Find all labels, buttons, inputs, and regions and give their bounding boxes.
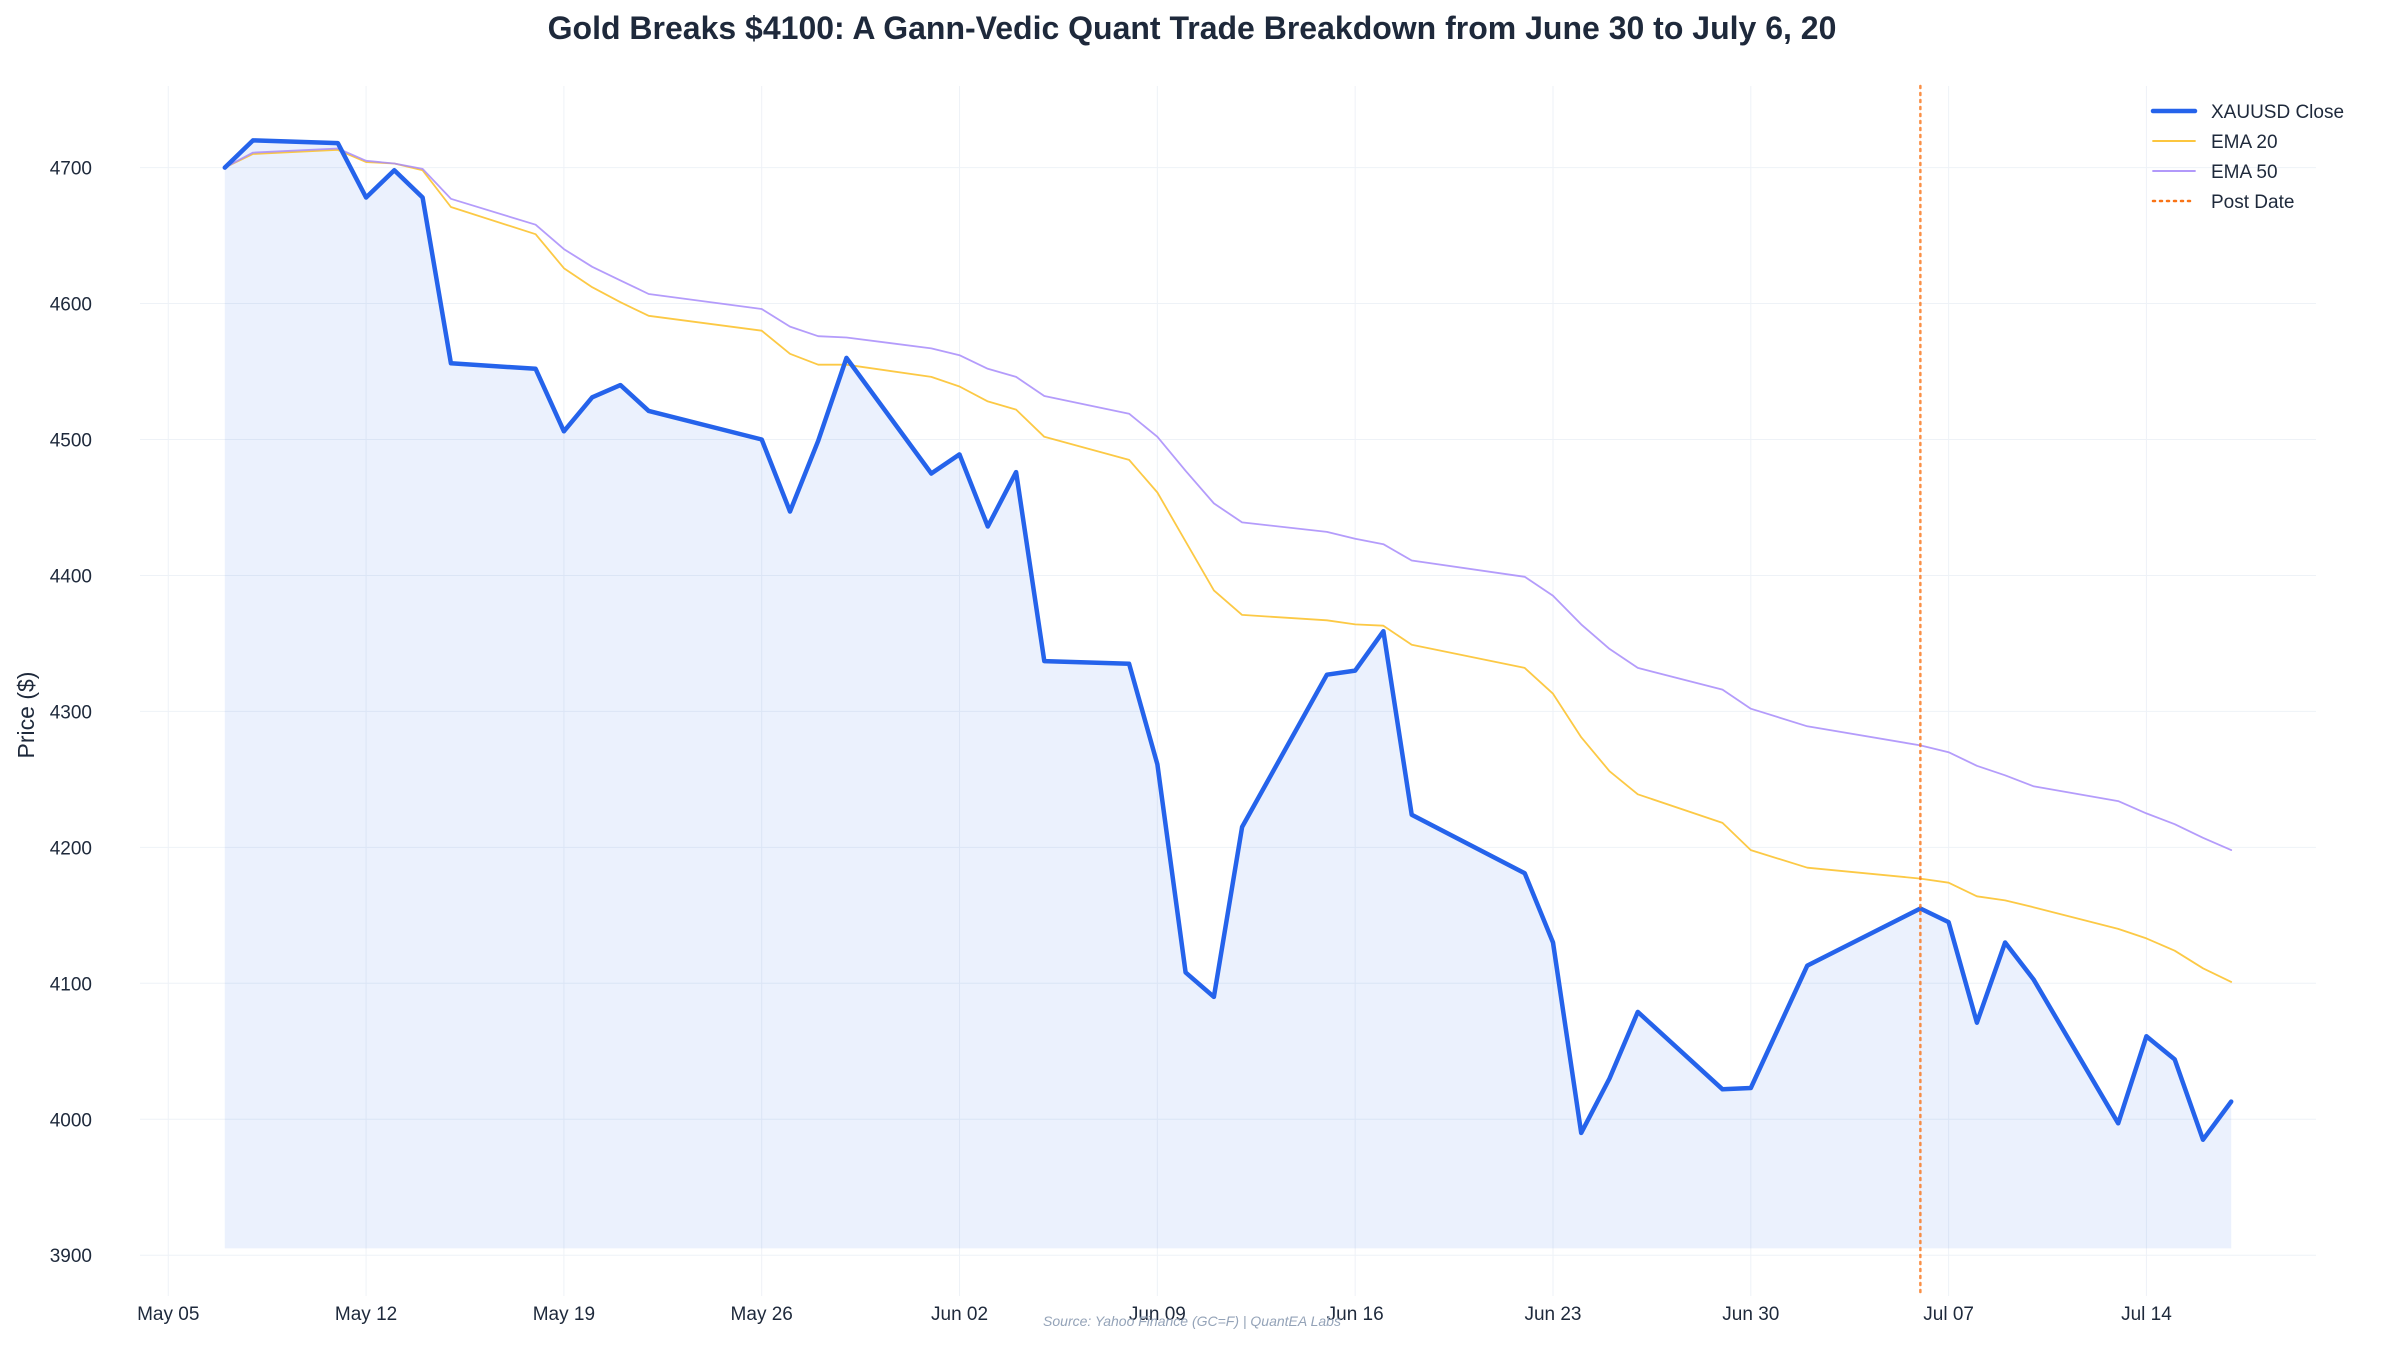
- x-tick-label: Jul 14: [2121, 1304, 2172, 1325]
- x-tick-label: May 19: [533, 1304, 595, 1325]
- y-tick-label: 3900: [50, 1246, 92, 1267]
- series-lines: [222, 138, 2234, 1142]
- close-fill-area: [224, 140, 2232, 1249]
- y-tick-label: 4600: [50, 295, 92, 316]
- legend: XAUUSD Close EMA 20 EMA 50 Post Date: [2150, 102, 2344, 213]
- ema-20-line: [223, 149, 2233, 983]
- legend-label: XAUUSD Close: [2211, 102, 2344, 123]
- y-tick-label: 4700: [50, 159, 92, 180]
- ema-50-line: [223, 147, 2233, 851]
- y-tick-label: 4300: [50, 702, 92, 723]
- x-tick-label: May 26: [731, 1304, 793, 1325]
- x-axis-ticks: May 05 May 12 May 19 May 26 Jun 02 Jun 09 Jun …: [137, 1304, 2172, 1325]
- x-tick-label: Jun 23: [1524, 1304, 1581, 1325]
- x-tick-label: Jun 30: [1722, 1304, 1779, 1325]
- y-tick-label: 4100: [50, 974, 92, 995]
- x-tick-label: May 12: [335, 1304, 397, 1325]
- source-note: Source: Yahoo Finance (GC=F) | QuantEA L…: [1043, 1313, 1341, 1329]
- x-tick-label: Jun 09: [1129, 1304, 1186, 1325]
- x-tick-label: Jun 16: [1327, 1304, 1384, 1325]
- y-axis-ticks: 3900 4000 4100 4200 4300 4400 4500 4600 4700: [50, 159, 92, 1268]
- legend-label: EMA 50: [2211, 162, 2278, 183]
- y-tick-label: 4000: [50, 1110, 92, 1131]
- grid: [140, 86, 2316, 1296]
- chart-title: Gold Breaks $4100: A Gann-Vedic Quant Tr…: [547, 10, 1837, 46]
- xauusd-close-line: [222, 138, 2234, 1142]
- x-tick-label: May 05: [137, 1304, 199, 1325]
- x-tick-label: Jun 02: [931, 1304, 988, 1325]
- y-tick-label: 4500: [50, 430, 92, 451]
- y-axis-label: Price ($): [13, 672, 39, 759]
- y-tick-label: 4200: [50, 838, 92, 859]
- y-tick-label: 4400: [50, 566, 92, 587]
- legend-label: EMA 20: [2211, 132, 2278, 153]
- legend-label: Post Date: [2211, 192, 2294, 213]
- close-area-fill: [224, 140, 2232, 1249]
- x-tick-label: Jul 07: [1923, 1304, 1974, 1325]
